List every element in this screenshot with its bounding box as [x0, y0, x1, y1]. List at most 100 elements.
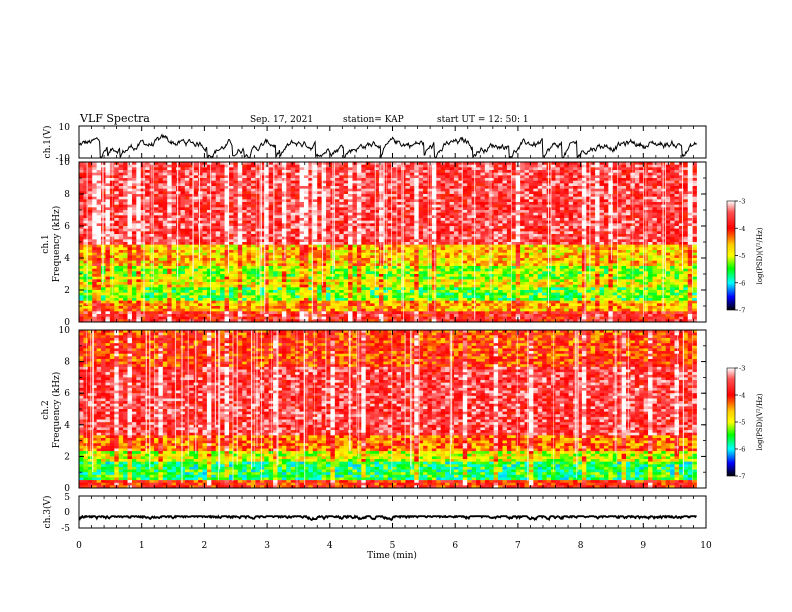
- spectrogram-cell: [269, 250, 274, 253]
- spectrogram-cell: [295, 207, 300, 210]
- spectrogram-cell: [123, 175, 128, 178]
- spectrogram-cell: [238, 293, 243, 296]
- spectrogram-cell: [304, 311, 309, 314]
- spectrogram-cell: [119, 261, 124, 264]
- spectrogram-cell: [273, 314, 278, 317]
- spectrogram-cell: [273, 290, 278, 293]
- spectrogram-cell: [97, 186, 102, 189]
- spectrogram-cell: [282, 258, 287, 261]
- spectrogram-cell: [114, 237, 119, 240]
- spectrogram-cell: [185, 167, 190, 170]
- spectrogram-cell: [220, 218, 225, 221]
- spectrogram-cell: [79, 295, 84, 298]
- spectrogram-cell: [203, 173, 208, 176]
- spectrogram-cell: [79, 183, 84, 186]
- spectrogram-cell: [141, 199, 146, 202]
- spectrogram-cell: [330, 317, 335, 320]
- spectrogram-cell: [92, 167, 97, 170]
- spectrogram-cell: [141, 226, 146, 229]
- spectrogram-cell: [203, 303, 208, 306]
- spectrogram-cell: [180, 226, 185, 229]
- spectrogram-cell: [335, 306, 340, 309]
- spectrogram-cell: [269, 303, 274, 306]
- spectrogram-cell: [110, 202, 115, 205]
- spectrogram-cell: [238, 221, 243, 224]
- spectrogram-cell: [119, 234, 124, 237]
- spectrogram-cell: [97, 311, 102, 314]
- spectrogram-cell: [97, 207, 102, 210]
- spectrogram-cell: [211, 255, 216, 258]
- spectrogram-cell: [88, 287, 93, 290]
- spectrogram-cell: [163, 181, 168, 184]
- spectrogram-cell: [269, 242, 274, 245]
- spectrogram-cell: [278, 295, 283, 298]
- spectrogram-cell: [282, 170, 287, 173]
- spectrogram-cell: [198, 314, 203, 317]
- spectrogram-cell: [189, 295, 194, 298]
- spectrogram-cell: [163, 266, 168, 269]
- spectrogram-cell: [198, 231, 203, 234]
- spectrogram-cell: [145, 199, 150, 202]
- spectrogram-cell: [167, 242, 172, 245]
- spectrogram-cell: [172, 290, 177, 293]
- spectrogram-cell: [300, 237, 305, 240]
- spectrogram-cell: [203, 311, 208, 314]
- spectrogram-cell: [260, 285, 265, 288]
- spectrogram-cell: [247, 255, 252, 258]
- spectrogram-cell: [220, 287, 225, 290]
- spectrogram-cell: [216, 301, 221, 304]
- spectrogram-cell: [242, 189, 247, 192]
- spectrogram-cell: [233, 293, 238, 296]
- spectrogram-cell: [238, 306, 243, 309]
- spectrogram-cell: [172, 242, 177, 245]
- spectrogram-cell: [110, 295, 115, 298]
- spectrogram-cell: [154, 213, 159, 216]
- spectrogram-cell: [119, 293, 124, 296]
- spectrogram-cell: [132, 165, 137, 168]
- spectrogram-cell: [176, 309, 181, 312]
- spectrogram-cell: [211, 197, 216, 200]
- spectrogram-cell: [88, 301, 93, 304]
- spectrogram-cell: [158, 287, 163, 290]
- spectrogram-cell: [233, 239, 238, 242]
- spectrogram-cell: [326, 202, 331, 205]
- spectrogram-cell: [326, 183, 331, 186]
- spectrogram-cell: [220, 242, 225, 245]
- spectrogram-cell: [300, 181, 305, 184]
- spectrogram-cell: [185, 205, 190, 208]
- spectrogram-cell: [291, 298, 296, 301]
- spectrogram-cell: [278, 311, 283, 314]
- spectrogram-cell: [330, 298, 335, 301]
- spectrogram-cell: [238, 290, 243, 293]
- spectrogram-cell: [300, 298, 305, 301]
- spectrogram-cell: [110, 247, 115, 250]
- spectrogram-cell: [326, 287, 331, 290]
- spectrogram-cell: [105, 207, 110, 210]
- spectrogram-cell: [110, 183, 115, 186]
- spectrogram-cell: [92, 303, 97, 306]
- spectrogram-cell: [185, 181, 190, 184]
- spectrogram-cell: [88, 290, 93, 293]
- spectrogram-cell: [180, 173, 185, 176]
- spectrogram-cell: [251, 277, 256, 280]
- spectrogram-cell: [291, 205, 296, 208]
- spectrogram-cell: [172, 167, 177, 170]
- spectrogram-cell: [92, 277, 97, 280]
- spectrogram-cell: [238, 253, 243, 256]
- spectrogram-cell: [92, 263, 97, 266]
- spectrogram-cell: [273, 282, 278, 285]
- spectrogram-cell: [203, 247, 208, 250]
- spectrogram-cell: [291, 282, 296, 285]
- spectrogram-cell: [163, 221, 168, 224]
- spectrogram-cell: [180, 261, 185, 264]
- spectrogram-cell: [154, 183, 159, 186]
- spectrogram-cell: [260, 306, 265, 309]
- spectrogram-cell: [185, 269, 190, 272]
- spectrogram-cell: [92, 242, 97, 245]
- spectrogram-cell: [326, 186, 331, 189]
- spectrogram-cell: [128, 202, 133, 205]
- spectrogram-cell: [339, 167, 344, 170]
- spectrogram-cell: [136, 175, 141, 178]
- spectrogram-cell: [238, 261, 243, 264]
- spectrogram-cell: [132, 181, 137, 184]
